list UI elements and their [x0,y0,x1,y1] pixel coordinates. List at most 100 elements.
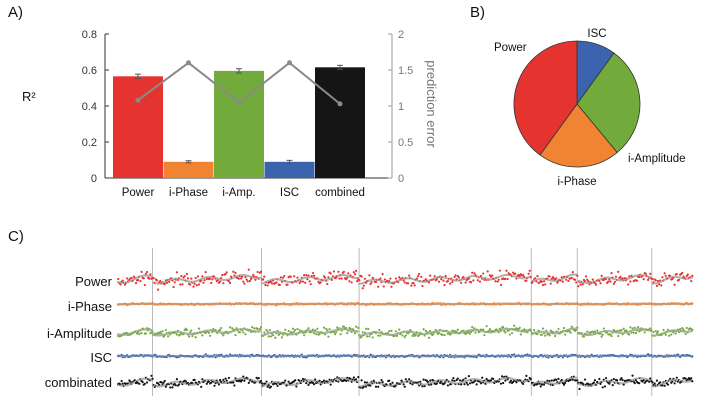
data-point [420,276,422,278]
data-point [682,329,684,331]
data-point [441,334,443,336]
panel-b-label: B) [470,4,485,21]
data-point [167,335,169,337]
data-point [330,272,332,274]
data-point [337,271,339,273]
data-point [570,332,572,334]
data-point [178,383,180,385]
data-point [554,335,556,337]
data-point [249,280,251,282]
data-point [260,271,262,273]
data-point [382,273,384,275]
data-point [656,285,658,287]
data-point [201,275,203,277]
data-point [601,335,603,337]
data-point [334,333,336,335]
data-point [595,284,597,286]
data-point [571,326,573,328]
data-point [445,275,447,277]
data-point [638,276,640,278]
data-point [643,278,645,280]
data-point [165,329,167,331]
data-point [327,336,329,338]
data-point [243,283,245,285]
model-point [260,277,262,279]
data-point [644,331,646,333]
data-point [286,284,288,286]
data-point [140,332,142,334]
data-point [523,328,525,330]
data-point [233,384,235,386]
data-point [449,283,451,285]
category-label: ISC [280,187,299,199]
data-point [295,385,297,387]
data-point [661,276,663,278]
data-point [323,380,325,382]
data-point [429,274,431,276]
row-iamplitude [117,325,694,339]
row-power [117,269,694,291]
data-point [361,275,363,277]
data-point [355,326,357,328]
data-point [221,274,223,276]
data-point [647,279,649,281]
data-point [480,382,482,384]
data-point [229,326,231,328]
data-point [469,333,471,335]
data-point [395,277,397,279]
data-point [674,284,676,286]
data-point [459,379,461,381]
data-point [614,281,616,283]
bar-iphase [164,162,214,178]
data-point [655,330,657,332]
data-point [565,279,567,281]
data-point [375,386,377,388]
data-point [679,328,681,330]
data-point [382,381,384,383]
data-point [201,334,203,336]
data-point [685,333,687,335]
data-point [169,386,171,388]
data-point [479,281,481,283]
data-point [316,328,318,330]
data-point [305,274,307,276]
data-point [328,328,330,330]
data-point [241,379,243,381]
data-point [303,274,305,276]
data-point [502,326,504,328]
row-label: Power [75,274,113,289]
data-point [369,384,371,386]
data-point [544,283,546,285]
data-point [629,326,631,328]
data-point [222,282,224,284]
data-point [220,327,222,329]
data-point [288,381,290,383]
data-point [288,330,290,332]
data-point [284,329,286,331]
data-point [536,333,538,335]
prediction-error-point [186,60,191,65]
data-point [121,380,123,382]
data-point [174,281,176,283]
data-point [447,384,449,386]
data-point [529,270,531,272]
data-point [200,386,202,388]
data-point [384,278,386,280]
data-point [592,330,594,332]
data-point [610,272,612,274]
data-point [160,381,162,383]
data-point [460,282,462,284]
data-point [633,332,635,334]
data-point [239,331,241,333]
data-point [635,332,637,334]
data-point [140,271,142,273]
data-point [471,272,473,274]
data-point [203,279,205,281]
data-point [670,333,672,335]
data-point [284,379,286,381]
data-point [407,282,409,284]
y-tick-label: 0.8 [82,29,97,41]
data-point [471,326,473,328]
